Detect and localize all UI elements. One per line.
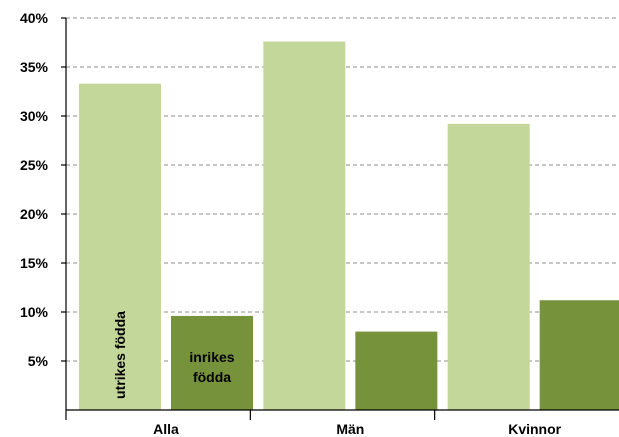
bar (171, 315, 253, 410)
bar (355, 331, 438, 410)
y-tick-label: 30% (20, 108, 49, 124)
y-tick-label: 20% (20, 206, 49, 222)
axes (65, 18, 619, 420)
y-tick-label: 35% (20, 59, 49, 75)
y-tick-labels: 5% 10% 15% 20% 25% 30% 35% 40% (20, 10, 49, 369)
bar (263, 41, 346, 411)
y-tick-label: 25% (20, 157, 49, 173)
category-label: Alla (153, 421, 179, 437)
series-labels: utrikes födda inrikes födda (112, 311, 235, 399)
bar (539, 300, 619, 410)
category-labels: Alla Män Kvinnor (153, 421, 562, 437)
series-label-utrikes: utrikes födda (112, 311, 128, 399)
bars (79, 41, 619, 411)
category-label: Kvinnor (508, 421, 561, 437)
bar (447, 123, 530, 410)
category-label: Män (336, 421, 364, 437)
bar (79, 83, 161, 410)
y-tick-label: 15% (20, 255, 49, 271)
y-tick-label: 40% (20, 10, 49, 26)
y-tick-label: 5% (28, 353, 49, 369)
series-label-inrikes: inrikes födda (189, 349, 234, 385)
y-tick-label: 10% (20, 304, 49, 320)
